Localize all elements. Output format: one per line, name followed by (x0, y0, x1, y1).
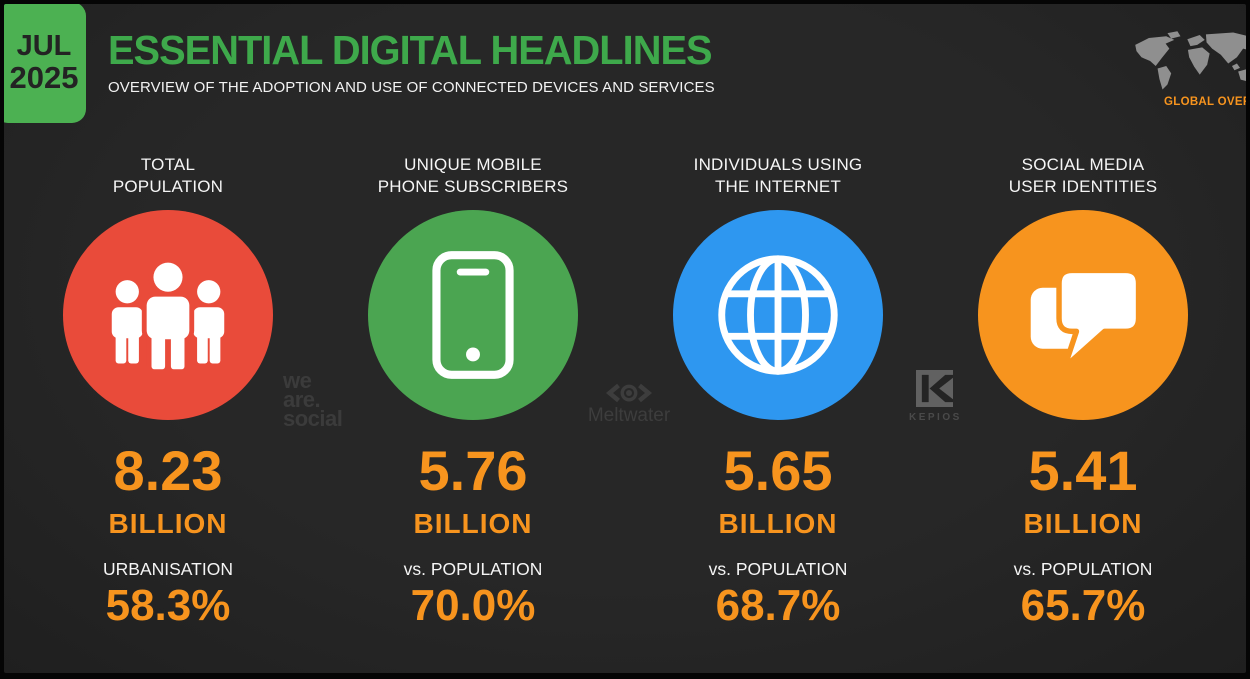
we-are-social-logo: we are. social (283, 368, 343, 431)
metric-unit: BILLION (108, 508, 228, 539)
chat-bubbles-icon (1030, 267, 1142, 371)
kepios-label: KEPIOS (909, 412, 962, 423)
kepios-logo: KEPIOS (909, 370, 959, 423)
meltwater-label: Meltwater (587, 405, 671, 426)
kepios-mark-icon (915, 370, 953, 407)
metric-secondary-label: vs. POPULATION (403, 559, 543, 579)
metric-heading: UNIQUE MOBILE PHONE SUBSCRIBERS (377, 155, 569, 196)
metric-secondary-value: 58.3% (105, 581, 231, 630)
metric-column-total-population: TOTAL POPULATION (43, 150, 293, 662)
people-icon (111, 260, 225, 370)
page-subtitle: OVERVIEW OF THE ADOPTION AND USE OF CONN… (108, 79, 715, 96)
mobile-phone-icon (432, 251, 514, 379)
metric-heading: INDIVIDUALS USING THE INTERNET (693, 155, 863, 196)
metric-icon-circle (368, 210, 578, 420)
metric-column-internet-users: INDIVIDUALS USING THE INTERNET 5.65 BILL… (653, 150, 903, 662)
metric-secondary-label: vs. POPULATION (708, 559, 848, 579)
metric-icon-circle (673, 210, 883, 420)
date-badge: JUL 2025 (4, 4, 86, 123)
date-badge-month: JUL (16, 30, 72, 62)
metric-heading: SOCIAL MEDIA USER IDENTITIES (1008, 155, 1158, 196)
metric-secondary-value: 68.7% (715, 581, 841, 630)
metrics-row: TOTAL POPULATION (43, 150, 1208, 662)
world-map-icon (1135, 31, 1246, 90)
slide-background: JUL 2025 ESSENTIAL DIGITAL HEADLINES OVE… (4, 4, 1246, 673)
globe-icon (718, 255, 838, 375)
metric-column-social-media-users: SOCIAL MEDIA USER IDENTITIES 5.41 BILLIO… (958, 150, 1208, 662)
header-titles: ESSENTIAL DIGITAL HEADLINES OVERVIEW OF … (108, 28, 730, 96)
metric-secondary-value: 70.0% (410, 581, 536, 630)
meltwater-logo: Meltwater (581, 382, 677, 427)
metric-secondary-value: 65.7% (1020, 581, 1146, 630)
metric-value: 5.65 (723, 439, 833, 502)
global-overview-label: GLOBAL OVERVIEW (1164, 96, 1246, 108)
metric-heading: TOTAL POPULATION (112, 155, 224, 196)
metric-value: 5.76 (418, 439, 528, 502)
metric-unit: BILLION (1023, 508, 1143, 539)
metric-unit: BILLION (413, 508, 533, 539)
metric-value: 5.41 (1028, 439, 1138, 502)
metric-value: 8.23 (113, 439, 223, 502)
page-title: ESSENTIAL DIGITAL HEADLINES (108, 27, 713, 73)
metric-secondary-label: URBANISATION (103, 559, 233, 579)
metric-secondary-label: vs. POPULATION (1013, 559, 1153, 579)
metric-icon-circle (978, 210, 1188, 420)
metric-column-mobile-subscribers: UNIQUE MOBILE PHONE SUBSCRIBERS 5.76 BIL… (348, 150, 598, 662)
meltwater-eye-icon (605, 383, 653, 403)
metric-icon-circle (63, 210, 273, 420)
date-badge-year: 2025 (9, 60, 79, 95)
metric-unit: BILLION (718, 508, 838, 539)
